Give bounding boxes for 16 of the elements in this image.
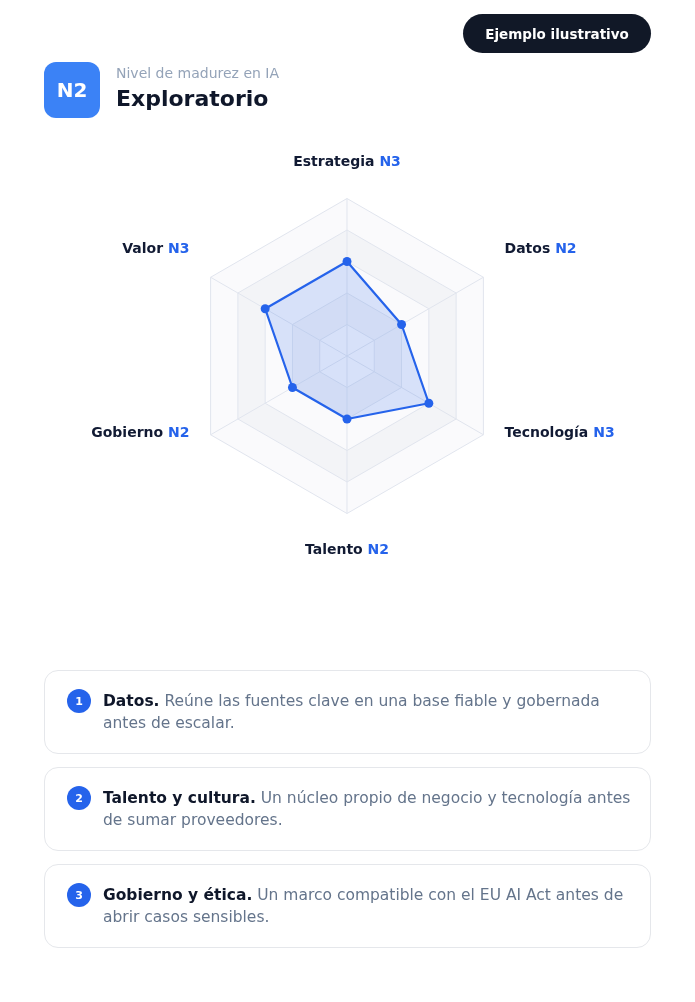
text: 2: [67, 786, 91, 810]
text: 3: [67, 883, 91, 907]
spoke-label: Datos N2: [504, 239, 577, 256]
text: Ejemplo ilustrativo: [463, 14, 651, 53]
spoke-label: Talento N2: [304, 540, 390, 557]
text: N2: [44, 62, 100, 118]
chart-title: Exploratorio: [116, 86, 269, 111]
spoke-label: Estrategia N3: [293, 153, 401, 170]
spoke-label: Tecnología N3: [504, 424, 615, 441]
chart-subtitle: Nivel de madurez en IA: [116, 65, 280, 81]
text: Gobierno y ética.: [103, 886, 253, 904]
spoke-label: Valor N3: [122, 239, 190, 256]
text: 1: [67, 689, 91, 713]
text: Talento y cultura.: [103, 789, 256, 807]
spoke-label: Gobierno N2: [91, 424, 190, 441]
text: Datos.: [103, 692, 160, 710]
